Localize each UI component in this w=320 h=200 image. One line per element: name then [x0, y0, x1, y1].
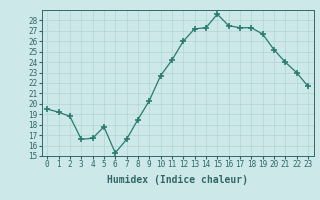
- X-axis label: Humidex (Indice chaleur): Humidex (Indice chaleur): [107, 175, 248, 185]
